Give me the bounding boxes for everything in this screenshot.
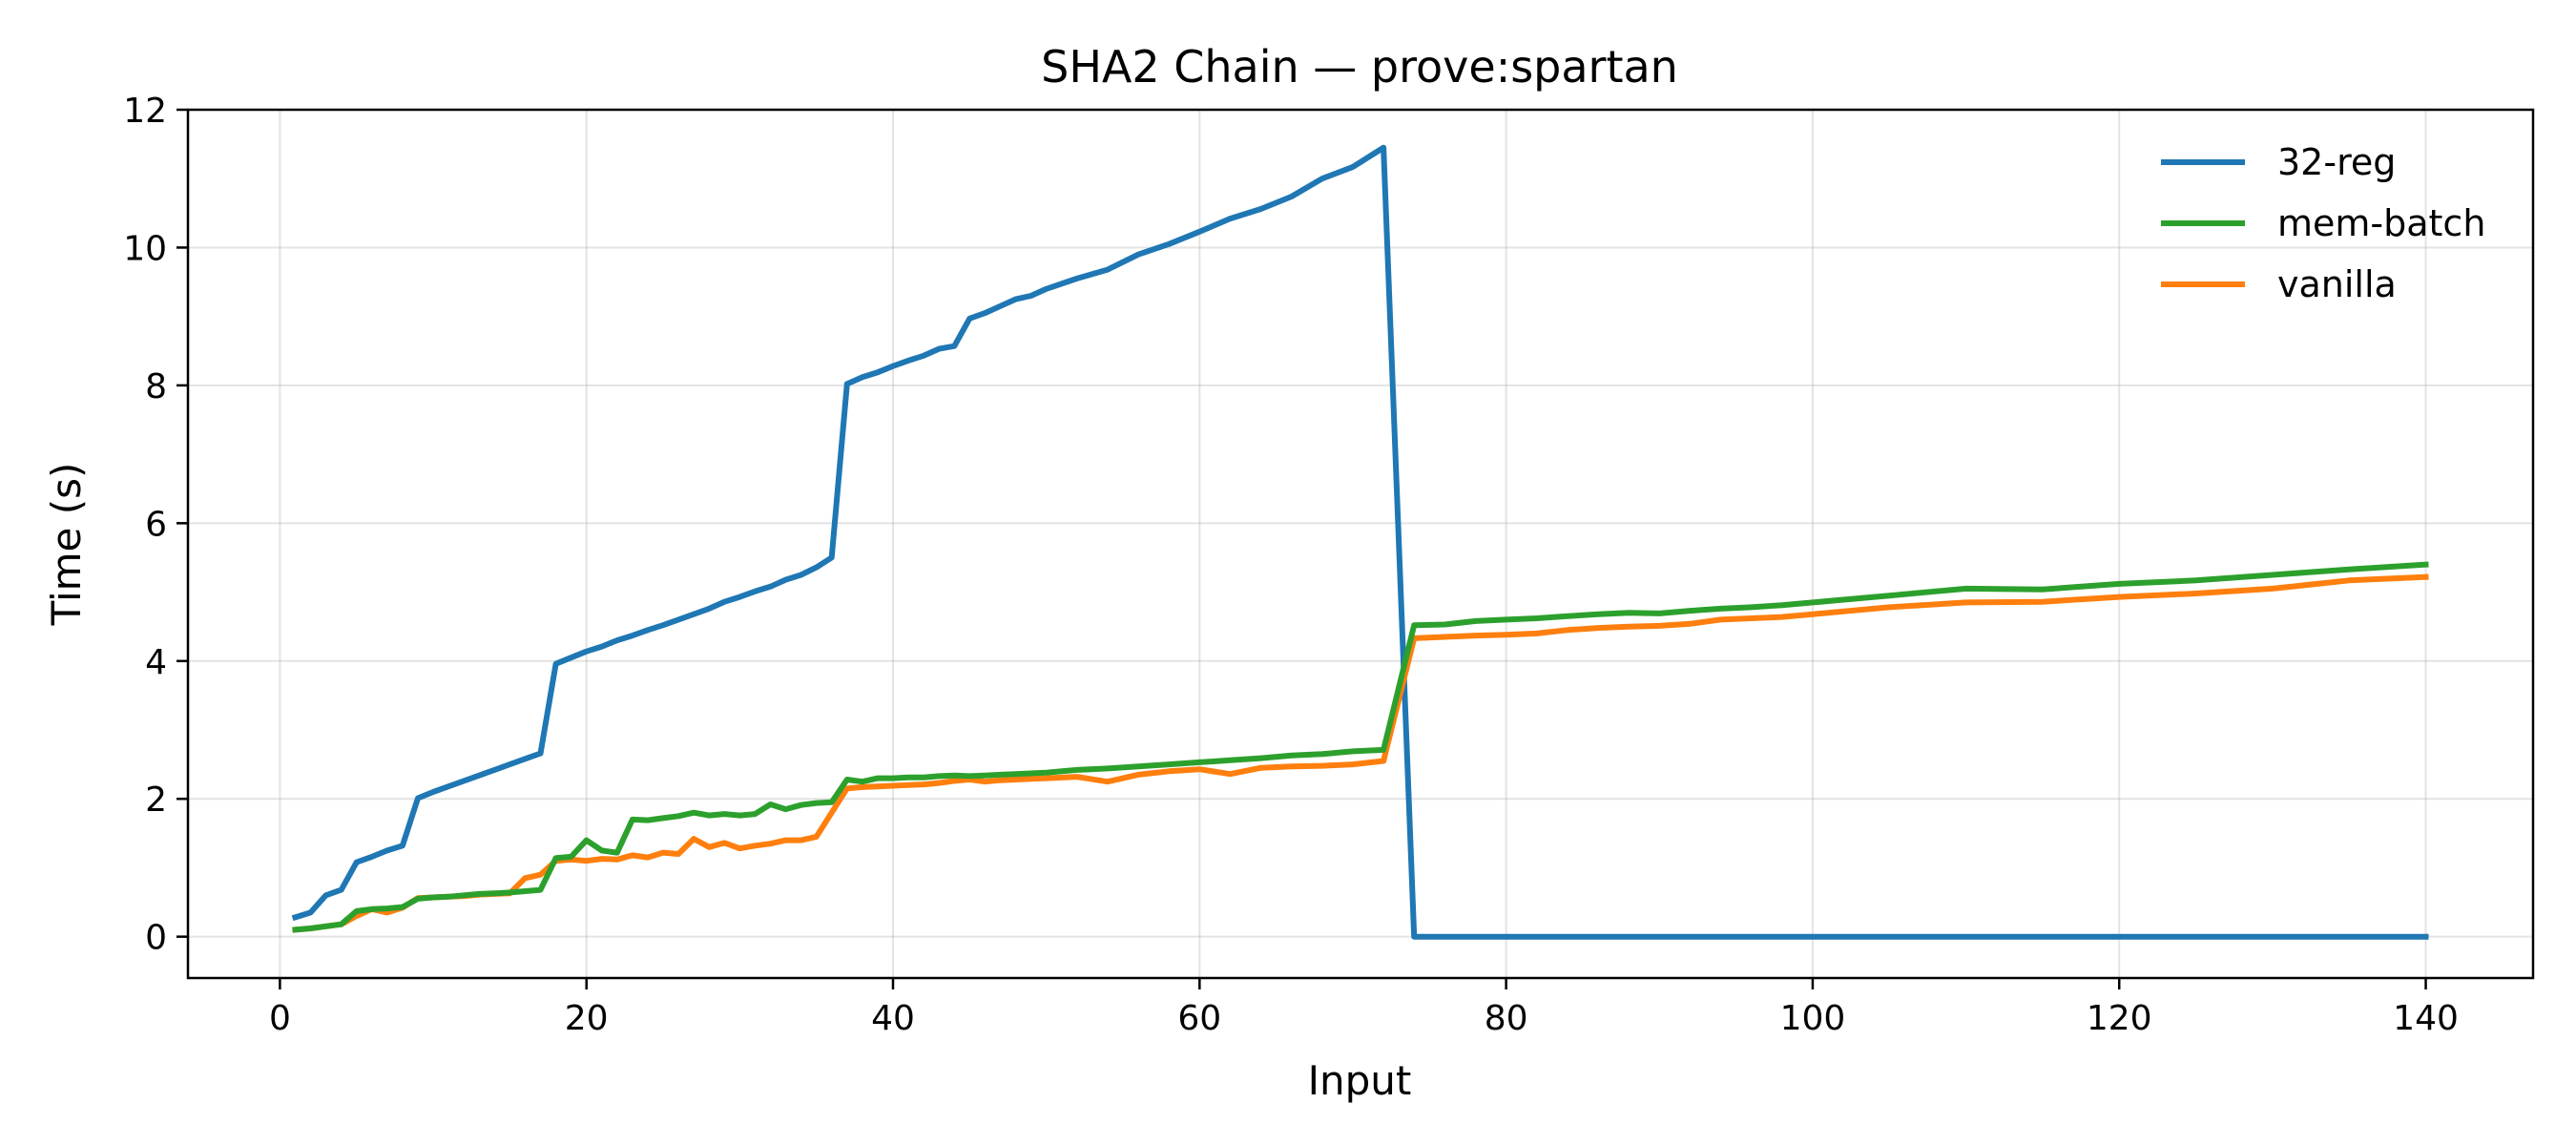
y-axis-label: Time (s) bbox=[43, 463, 90, 627]
y-tick-label: 4 bbox=[145, 643, 167, 682]
y-tick-label: 2 bbox=[145, 781, 167, 820]
x-tick-label: 80 bbox=[1485, 999, 1528, 1038]
x-tick-label: 40 bbox=[871, 999, 915, 1038]
y-tick-label: 8 bbox=[145, 367, 167, 406]
y-tick-label: 6 bbox=[145, 505, 167, 544]
x-tick-label: 140 bbox=[2393, 999, 2459, 1038]
x-tick-label: 20 bbox=[565, 999, 609, 1038]
legend-label-vanilla: vanilla bbox=[2277, 263, 2397, 305]
x-tick-label: 100 bbox=[1780, 999, 1846, 1038]
x-tick-label: 60 bbox=[1177, 999, 1221, 1038]
grid-lines bbox=[188, 109, 2533, 978]
axis-ticks: 0 20 40 60 80 100 120 140 0 2 4 6 8 10 12 bbox=[123, 92, 2459, 1038]
chart-title: SHA2 Chain — prove:spartan bbox=[1041, 41, 1678, 93]
y-tick-label: 0 bbox=[145, 919, 167, 958]
plot-frame bbox=[186, 108, 2535, 980]
legend: 32-reg mem-batch vanilla bbox=[2161, 141, 2485, 305]
series-line-32-reg bbox=[291, 144, 2429, 940]
series-lines bbox=[291, 144, 2429, 940]
y-tick-label: 12 bbox=[123, 92, 167, 131]
x-tick-label: 0 bbox=[269, 999, 291, 1038]
y-tick-label: 10 bbox=[123, 229, 167, 268]
series-line-mem-batch bbox=[292, 561, 2429, 933]
legend-label-mem-batch: mem-batch bbox=[2277, 202, 2485, 244]
x-tick-label: 120 bbox=[2087, 999, 2152, 1038]
legend-label-32-reg: 32-reg bbox=[2277, 141, 2396, 183]
x-axis-label: Input bbox=[1308, 1057, 1412, 1104]
